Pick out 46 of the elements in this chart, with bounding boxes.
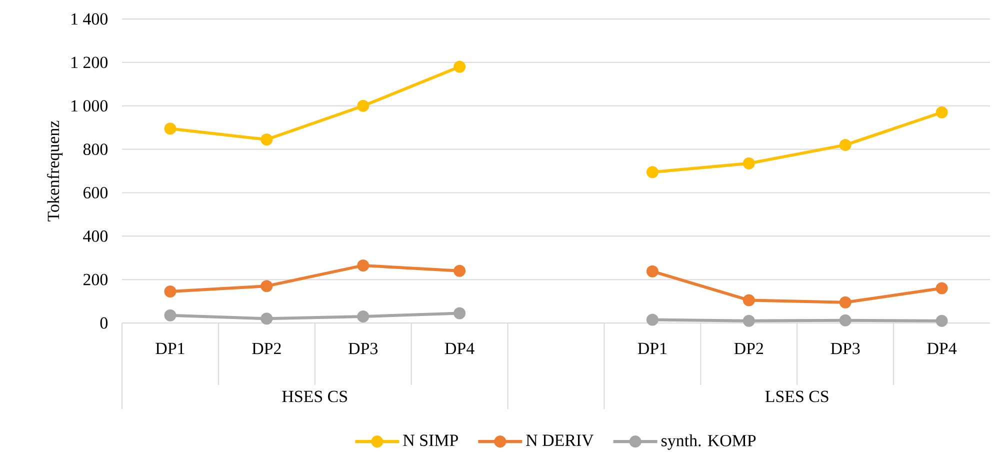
point [454, 264, 466, 277]
text: LSES CS [765, 390, 828, 402]
x-tick-label: DP1 [638, 342, 666, 354]
y-axis-title: Tokenfrequenz [47, 120, 63, 222]
y-tick-label: 0 [100, 317, 108, 329]
point [164, 309, 176, 322]
point [646, 265, 658, 278]
point [260, 280, 273, 292]
point [839, 296, 852, 308]
y-tick-label: 800 [83, 144, 108, 156]
point [839, 138, 852, 151]
point [357, 259, 370, 272]
y-tick-label: 200 [84, 274, 108, 286]
point [742, 314, 755, 327]
point [936, 282, 948, 294]
x-tick-label: DP2 [252, 342, 281, 354]
x-tick-label: DP4 [444, 342, 474, 354]
x-tick-label: DP3 [348, 342, 378, 354]
y-tick-label: 400 [83, 230, 108, 242]
legend-label: N SIMP [403, 434, 458, 446]
y-tick-label: 600 [83, 186, 108, 198]
point [454, 307, 466, 320]
x-tick-label: DP4 [927, 342, 957, 354]
point [646, 166, 658, 178]
point [260, 134, 273, 146]
point [164, 286, 176, 298]
x-tick-label: DP3 [830, 342, 860, 354]
point [742, 157, 755, 170]
point [260, 312, 273, 325]
point [454, 60, 466, 73]
point [936, 314, 948, 327]
legend-label: synth. KOMP [662, 434, 756, 450]
point [357, 310, 370, 322]
x-tick-label: DP1 [156, 342, 184, 354]
y-tick-label: 1 400 [72, 13, 108, 25]
text: HSES CS [282, 390, 348, 402]
point [936, 106, 948, 118]
point [646, 314, 658, 326]
y-tick-label: 1 200 [72, 56, 108, 68]
point [839, 314, 852, 326]
legend-label: N DERIV [526, 434, 594, 446]
y-tick-label: 1 000 [72, 100, 108, 112]
point [742, 294, 755, 306]
x-tick-label: DP2 [734, 342, 764, 354]
point [357, 100, 370, 112]
point [164, 122, 176, 135]
